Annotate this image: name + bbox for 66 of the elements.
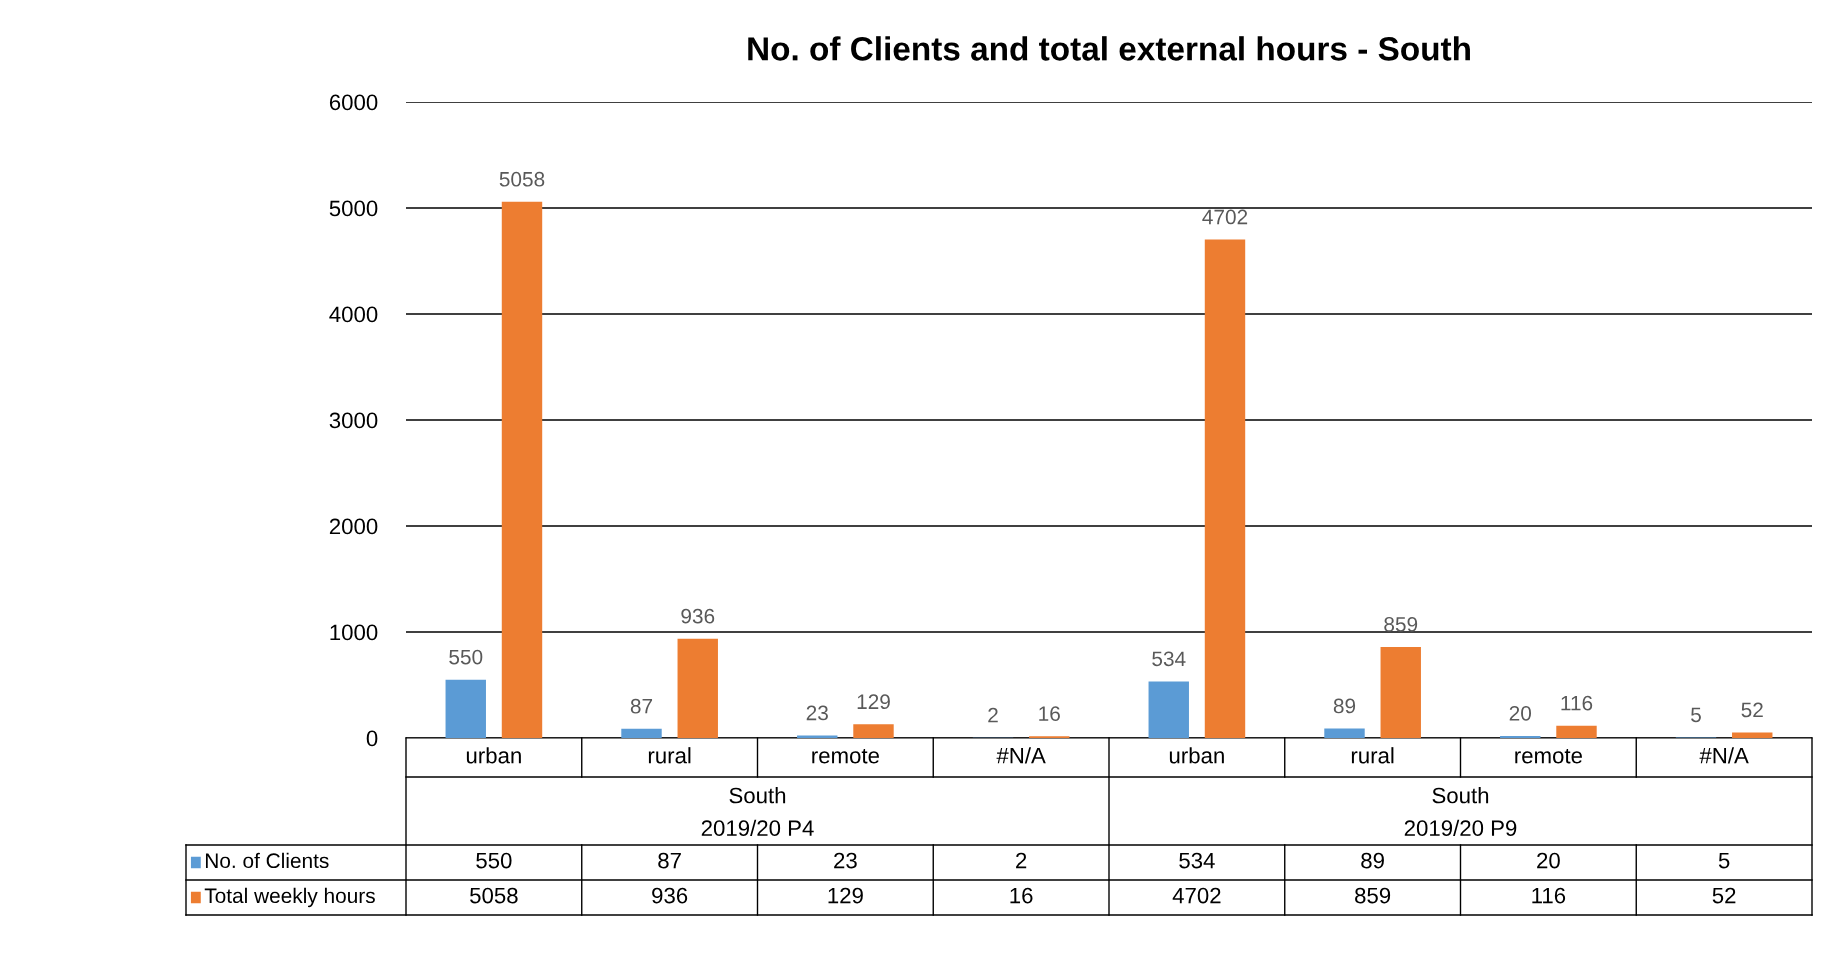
data-label: 5058 [499, 171, 545, 187]
y-tick-label: 5000 [329, 200, 378, 217]
bar [1500, 735, 1541, 738]
text: 534 [1179, 852, 1215, 869]
data-label: 116 [1561, 695, 1593, 711]
x-tick-label: urban [466, 747, 521, 764]
text: 89 [1361, 852, 1384, 869]
x-tick-label: rural [1351, 747, 1394, 764]
data-label: 23 [806, 705, 828, 721]
bar [621, 728, 662, 738]
bar [1148, 681, 1189, 738]
bar [1380, 646, 1421, 738]
y-tick-label: 0 [366, 730, 378, 747]
bar [1324, 728, 1365, 738]
text: 116 [1532, 887, 1566, 904]
bar [1556, 725, 1597, 738]
bar [1732, 732, 1773, 738]
y-tick-label: 6000 [329, 94, 378, 111]
text: 859 [1355, 887, 1391, 904]
text: 5058 [470, 887, 518, 904]
text: 2019/20 P9 [1404, 819, 1517, 837]
data-label: 5 [1691, 707, 1701, 723]
data-label: 534 [1152, 651, 1186, 667]
bar [677, 638, 718, 738]
x-tick-label: remote [812, 748, 879, 764]
x-tick-label: urban [1169, 747, 1224, 764]
x-tick-label: remote [1515, 748, 1582, 764]
text: 16 [1010, 887, 1033, 904]
data-label: 4702 [1202, 209, 1248, 225]
data-label: 87 [630, 698, 653, 714]
text: 550 [476, 852, 512, 869]
text: 2 [1016, 852, 1027, 869]
text: 2019/20 P4 [701, 819, 814, 837]
data-label: 129 [857, 694, 890, 710]
legend-label: Total weekly hours [204, 887, 375, 908]
data-label: 16 [1039, 706, 1060, 722]
bar [853, 724, 894, 738]
text: 87 [658, 852, 681, 869]
legend-label: No. of Clients [205, 852, 329, 869]
x-tick-label: rural [648, 747, 691, 764]
text: South [729, 787, 786, 804]
data-label: 89 [1333, 698, 1356, 714]
y-tick-label: 3000 [329, 412, 378, 429]
data-label: 936 [681, 608, 715, 624]
chart-title: No. of Clients and total external hours - South [748, 36, 1470, 61]
data-label: 20 [1509, 705, 1532, 721]
bar [501, 201, 543, 738]
bar [445, 679, 486, 738]
text: 23 [834, 852, 857, 869]
text: 4702 [1172, 887, 1221, 904]
text: 5 [1718, 852, 1730, 869]
data-label: 550 [449, 649, 483, 665]
bar [1204, 239, 1246, 738]
text: 52 [1712, 887, 1736, 904]
x-tick-label: #N/A [1699, 747, 1749, 764]
y-tick-label: 2000 [329, 518, 378, 535]
data-label: 52 [1741, 702, 1763, 718]
data-label: 2 [988, 707, 998, 723]
text: South [1432, 787, 1489, 804]
y-tick-label: 4000 [329, 306, 378, 323]
text: 936 [652, 887, 688, 904]
data-label: 859 [1384, 616, 1418, 632]
y-tick-label: 1000 [330, 624, 378, 641]
text: 129 [828, 887, 863, 904]
x-tick-label: #N/A [996, 747, 1046, 764]
text: 20 [1537, 852, 1560, 869]
